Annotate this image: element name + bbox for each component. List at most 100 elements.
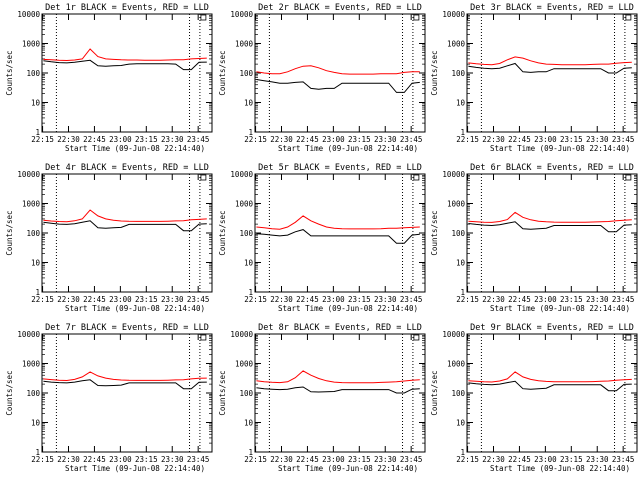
x-tick-label: 22:45 bbox=[508, 135, 531, 144]
y-tick-label: 10 bbox=[456, 259, 466, 268]
x-tick-label: 23:00 bbox=[109, 135, 132, 144]
x-tick-label: 22:15 bbox=[456, 295, 479, 304]
x-tick-label: 22:45 bbox=[83, 455, 106, 464]
y-tick-label: 100 bbox=[239, 229, 253, 238]
y-tick-label: 1 bbox=[248, 128, 253, 137]
x-tick-label: 22:45 bbox=[83, 135, 106, 144]
x-tick-label: 22:15 bbox=[456, 455, 479, 464]
x-tick-label: 23:30 bbox=[161, 455, 184, 464]
y-tick-label: 100 bbox=[26, 69, 40, 78]
series-line-lld bbox=[256, 215, 420, 230]
y-tick-label: 1 bbox=[460, 128, 465, 137]
y-tick-label: 1 bbox=[248, 288, 253, 297]
y-tick-label: 10 bbox=[456, 99, 466, 108]
series-line-lld bbox=[43, 209, 207, 223]
panel-title: Det 3r BLACK = Events, RED = LLD bbox=[470, 3, 634, 13]
panel-title: Det 7r BLACK = Events, RED = LLD bbox=[45, 323, 209, 333]
x-tick-label: 22:15 bbox=[31, 455, 54, 464]
x-tick-label: 23:30 bbox=[374, 295, 397, 304]
y-tick-label: 10 bbox=[244, 99, 254, 108]
x-tick-label: 23:45 bbox=[612, 295, 635, 304]
y-tick-label: 100 bbox=[26, 389, 40, 398]
y-tick-label: 1000 bbox=[235, 40, 254, 49]
x-axis-label: Start Time (09-Jun-08 22:14:40) bbox=[278, 144, 418, 153]
x-tick-label: 22:30 bbox=[482, 295, 505, 304]
marker-box bbox=[625, 334, 632, 341]
x-tick-label: 23:45 bbox=[612, 135, 635, 144]
x-tick-label: 23:00 bbox=[322, 295, 345, 304]
plot-frame bbox=[466, 173, 638, 293]
y-tick-label: 1 bbox=[35, 288, 40, 297]
y-axis-label: Counts/sec bbox=[218, 50, 227, 95]
x-tick-label: 22:30 bbox=[270, 295, 293, 304]
marker-box bbox=[413, 174, 420, 181]
y-tick-label: 1 bbox=[35, 448, 40, 457]
series-line-lld bbox=[256, 370, 420, 384]
y-tick-label: 1 bbox=[35, 128, 40, 137]
detector-panel-4: Det 4r BLACK = Events, RED = LLD 10000 100… bbox=[5, 163, 213, 313]
x-tick-label: 23:15 bbox=[135, 455, 158, 464]
detector-panel-9: Det 9r BLACK = Events, RED = LLD 10000 100… bbox=[430, 323, 638, 473]
x-axis-label: Start Time (09-Jun-08 22:14:40) bbox=[490, 144, 630, 153]
y-tick-label: 1 bbox=[460, 448, 465, 457]
series-line-events bbox=[468, 221, 632, 233]
x-tick-label: 22:45 bbox=[296, 135, 319, 144]
x-tick-label: 23:00 bbox=[534, 295, 557, 304]
x-tick-label: 23:15 bbox=[348, 135, 371, 144]
series-line-events bbox=[468, 62, 632, 74]
y-tick-label: 10000 bbox=[230, 330, 253, 339]
y-tick-label: 10 bbox=[244, 259, 254, 268]
x-tick-label: 23:45 bbox=[187, 135, 210, 144]
x-tick-label: 23:00 bbox=[534, 455, 557, 464]
series-line-events bbox=[43, 59, 207, 71]
y-axis-label: Counts/sec bbox=[430, 50, 439, 95]
panel-title: Det 1r BLACK = Events, RED = LLD bbox=[45, 3, 209, 13]
y-axis-label: Counts/sec bbox=[5, 210, 14, 255]
series-line-lld bbox=[468, 211, 632, 223]
x-tick-label: 22:15 bbox=[456, 135, 479, 144]
x-tick-label: 23:45 bbox=[187, 295, 210, 304]
detector-panel-7: Det 7r BLACK = Events, RED = LLD 10000 100… bbox=[5, 323, 213, 473]
y-tick-label: 10 bbox=[31, 99, 41, 108]
y-axis-label: Counts/sec bbox=[430, 210, 439, 255]
y-tick-label: 100 bbox=[451, 69, 465, 78]
detector-panel-8: Det 8r BLACK = Events, RED = LLD 10000 100… bbox=[218, 323, 426, 473]
y-tick-label: 1000 bbox=[447, 40, 466, 49]
x-tick-label: 23:15 bbox=[560, 295, 583, 304]
y-axis-label: Counts/sec bbox=[5, 370, 14, 415]
marker-box bbox=[413, 14, 420, 21]
x-axis-label: Start Time (09-Jun-08 22:14:40) bbox=[65, 144, 205, 153]
panel-title: Det 4r BLACK = Events, RED = LLD bbox=[45, 163, 209, 173]
x-axis-label: Start Time (09-Jun-08 22:14:40) bbox=[278, 304, 418, 313]
x-tick-label: 23:45 bbox=[400, 135, 423, 144]
y-tick-label: 10 bbox=[244, 419, 254, 428]
detector-panel-5: Det 5r BLACK = Events, RED = LLD 10000 100… bbox=[218, 163, 426, 313]
y-tick-label: 10 bbox=[31, 259, 41, 268]
x-tick-label: 22:15 bbox=[31, 295, 54, 304]
x-tick-label: 23:30 bbox=[586, 135, 609, 144]
y-tick-label: 10000 bbox=[17, 330, 40, 339]
x-tick-label: 22:45 bbox=[83, 295, 106, 304]
x-tick-label: 23:30 bbox=[374, 455, 397, 464]
y-tick-label: 100 bbox=[451, 389, 465, 398]
y-axis-label: Counts/sec bbox=[218, 370, 227, 415]
detector-panel-6: Det 6r BLACK = Events, RED = LLD 10000 100… bbox=[430, 163, 638, 313]
x-tick-label: 22:15 bbox=[31, 135, 54, 144]
x-tick-label: 22:30 bbox=[57, 295, 80, 304]
series-line-events bbox=[43, 220, 207, 232]
x-tick-label: 22:45 bbox=[508, 295, 531, 304]
y-tick-label: 10000 bbox=[17, 10, 40, 19]
series-line-events bbox=[256, 386, 420, 394]
series-line-events bbox=[256, 79, 420, 93]
y-tick-label: 100 bbox=[26, 229, 40, 238]
y-tick-label: 1000 bbox=[447, 200, 466, 209]
y-tick-label: 100 bbox=[239, 69, 253, 78]
y-tick-label: 1000 bbox=[22, 200, 41, 209]
y-tick-label: 10000 bbox=[442, 10, 465, 19]
series-line-events bbox=[468, 380, 632, 392]
y-axis-label: Counts/sec bbox=[218, 210, 227, 255]
series-line-lld bbox=[468, 371, 632, 383]
x-tick-label: 23:15 bbox=[135, 135, 158, 144]
panel-title: Det 5r BLACK = Events, RED = LLD bbox=[258, 163, 422, 173]
panel-title: Det 9r BLACK = Events, RED = LLD bbox=[470, 323, 634, 333]
